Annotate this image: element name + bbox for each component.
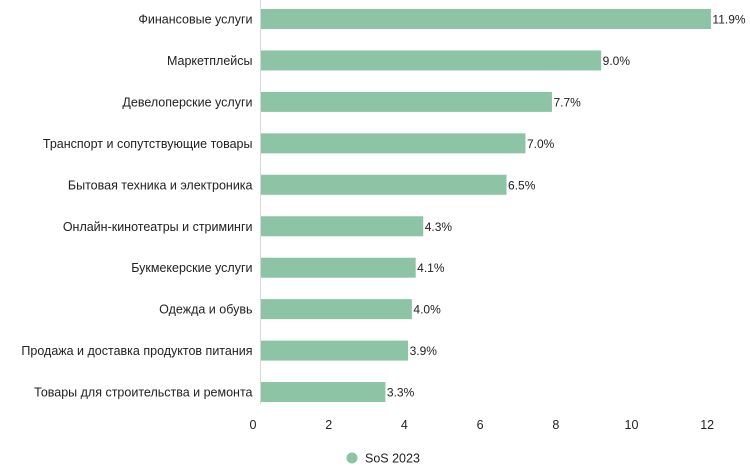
value-label-2: 7.7% — [553, 95, 581, 109]
category-labels-layer: Финансовые услуги Маркетплейсы Девелоперск… — [21, 13, 252, 400]
category-label-3: Транспорт и сопутствующие товары — [43, 137, 253, 151]
x-tick-label-0: 0 — [250, 418, 257, 432]
category-label-4: Бытовая техника и электроника — [68, 178, 253, 192]
category-label-5: Онлайн-кинотеатры и стриминги — [63, 220, 253, 234]
bar-2 — [260, 91, 552, 112]
category-label-1: Маркетплейсы — [167, 54, 253, 68]
value-label-5: 4.3% — [425, 220, 453, 234]
value-label-6: 4.1% — [417, 261, 445, 275]
value-label-7: 4.0% — [413, 303, 441, 317]
value-label-9: 3.3% — [387, 386, 415, 400]
bar-4 — [260, 174, 507, 195]
legend-marker — [346, 452, 358, 464]
x-tick-label-2: 4 — [401, 418, 408, 432]
category-label-0: Финансовые услуги — [138, 13, 252, 27]
bars-layer — [260, 9, 711, 403]
bar-6 — [260, 257, 416, 278]
bar-7 — [260, 299, 412, 320]
x-axis: 0 2 4 6 8 10 12 — [250, 0, 714, 432]
value-label-4: 6.5% — [508, 178, 536, 192]
bar-9 — [260, 382, 386, 403]
legend-label: SoS 2023 — [365, 452, 420, 466]
bar-5 — [260, 216, 424, 237]
value-label-8: 3.9% — [410, 344, 438, 358]
category-label-7: Одежда и обувь — [159, 303, 252, 317]
bar-1 — [260, 50, 602, 71]
bar-0 — [260, 9, 711, 29]
category-label-2: Девелоперские услуги — [122, 95, 252, 109]
value-labels-layer: 11.9% 9.0% 7.7% 7.0% 6.5% 4.3% 4.1% 4.0% 3.9% 3.3… — [387, 13, 746, 400]
value-label-1: 9.0% — [603, 54, 631, 68]
value-label-0: 11.9% — [712, 13, 745, 27]
bar-3 — [260, 133, 526, 154]
x-tick-label-5: 10 — [625, 418, 639, 432]
x-tick-label-3: 6 — [477, 418, 484, 432]
bar-8 — [260, 340, 409, 361]
category-label-6: Букмекерские услуги — [131, 261, 252, 275]
category-label-8: Продажа и доставка продуктов питания — [21, 344, 252, 358]
category-label-9: Товары для строительства и ремонта — [34, 386, 252, 400]
x-tick-label-4: 8 — [552, 418, 559, 432]
x-tick-label-1: 2 — [325, 418, 332, 432]
x-tick-label-6: 12 — [700, 418, 714, 432]
value-label-3: 7.0% — [527, 137, 555, 151]
legend: SoS 2023 — [346, 452, 420, 466]
